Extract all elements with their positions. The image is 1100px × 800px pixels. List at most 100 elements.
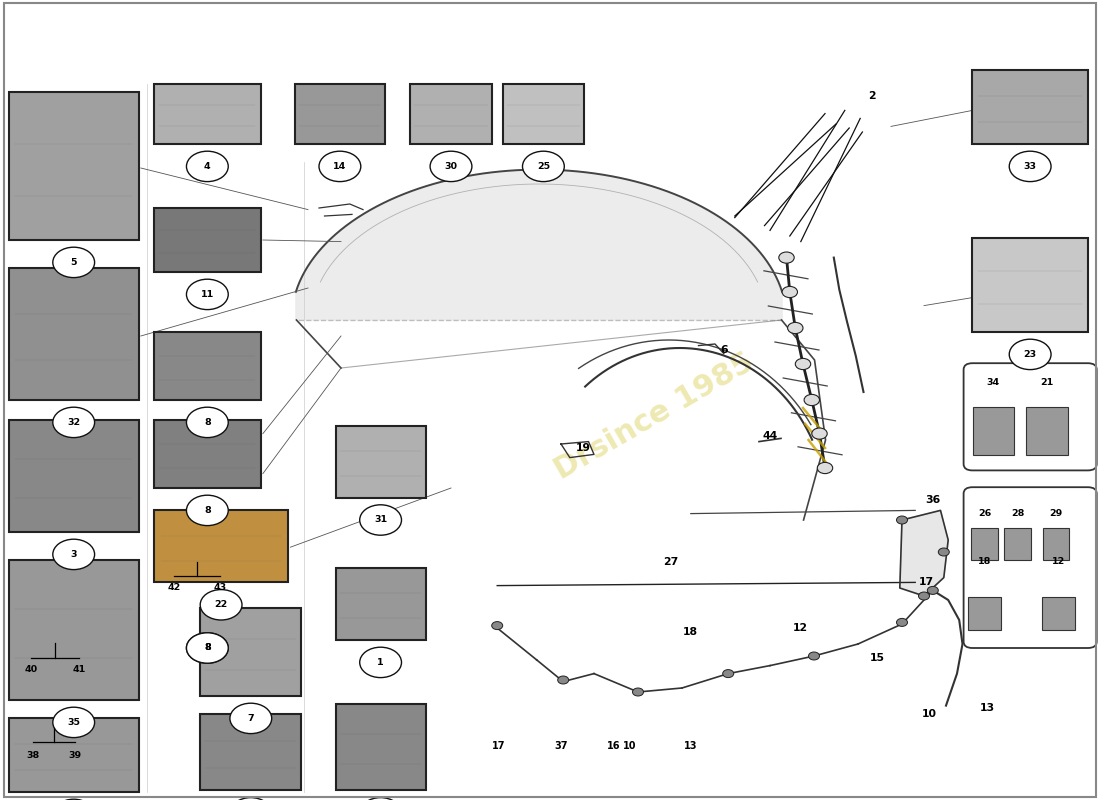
Text: 38: 38 bbox=[26, 751, 40, 761]
Circle shape bbox=[896, 516, 907, 524]
Circle shape bbox=[186, 633, 229, 663]
Text: 12: 12 bbox=[793, 623, 808, 633]
Circle shape bbox=[788, 322, 803, 334]
Text: 33: 33 bbox=[1024, 162, 1036, 171]
Circle shape bbox=[918, 592, 930, 600]
Text: 23: 23 bbox=[1024, 350, 1036, 359]
Text: 4: 4 bbox=[204, 162, 211, 171]
Circle shape bbox=[804, 394, 820, 406]
Bar bbox=[200, 714, 301, 790]
Text: 36: 36 bbox=[925, 495, 940, 505]
Text: 22: 22 bbox=[214, 600, 228, 610]
Circle shape bbox=[632, 688, 644, 696]
Text: 13: 13 bbox=[684, 741, 697, 750]
Text: 8: 8 bbox=[204, 506, 211, 515]
Polygon shape bbox=[296, 170, 782, 320]
Text: 18: 18 bbox=[683, 627, 698, 637]
Text: 41: 41 bbox=[73, 665, 86, 674]
Bar bbox=[503, 84, 584, 144]
Text: 5: 5 bbox=[70, 258, 77, 267]
Text: 14: 14 bbox=[333, 162, 346, 171]
Bar bbox=[1043, 528, 1069, 560]
Circle shape bbox=[723, 670, 734, 678]
Bar bbox=[972, 70, 1088, 144]
Circle shape bbox=[1010, 339, 1052, 370]
Text: 40: 40 bbox=[24, 665, 37, 674]
Circle shape bbox=[230, 703, 272, 734]
Text: 28: 28 bbox=[1011, 509, 1024, 518]
Circle shape bbox=[795, 358, 811, 370]
Bar bbox=[154, 84, 261, 144]
Text: 42: 42 bbox=[167, 583, 180, 593]
Bar bbox=[971, 528, 998, 560]
Text: 31: 31 bbox=[374, 515, 387, 525]
Text: 7: 7 bbox=[248, 714, 254, 723]
Text: 26: 26 bbox=[978, 509, 991, 518]
Bar bbox=[1004, 528, 1031, 560]
Text: 32: 32 bbox=[67, 418, 80, 427]
Text: 8: 8 bbox=[204, 643, 211, 653]
Text: 34: 34 bbox=[987, 378, 1000, 387]
Polygon shape bbox=[900, 510, 948, 596]
Circle shape bbox=[492, 622, 503, 630]
Bar bbox=[154, 510, 288, 582]
Circle shape bbox=[938, 548, 949, 556]
Text: 27: 27 bbox=[663, 557, 679, 566]
Text: 8: 8 bbox=[204, 418, 211, 427]
Text: 17: 17 bbox=[492, 741, 505, 750]
Bar bbox=[1042, 597, 1075, 630]
Text: 2: 2 bbox=[869, 91, 876, 101]
Text: 6: 6 bbox=[720, 346, 727, 355]
Bar bbox=[410, 84, 492, 144]
Circle shape bbox=[53, 247, 95, 278]
Text: 39: 39 bbox=[68, 751, 81, 761]
Circle shape bbox=[53, 799, 95, 800]
Bar bbox=[154, 420, 261, 488]
Circle shape bbox=[522, 151, 564, 182]
Text: 12: 12 bbox=[1052, 557, 1065, 566]
Bar bbox=[968, 597, 1001, 630]
Circle shape bbox=[186, 279, 229, 310]
Text: 15: 15 bbox=[870, 653, 886, 662]
Circle shape bbox=[186, 495, 229, 526]
Circle shape bbox=[360, 505, 401, 535]
Text: 18: 18 bbox=[978, 557, 991, 566]
Bar bbox=[1026, 407, 1068, 454]
Text: Drsince 1985: Drsince 1985 bbox=[550, 347, 759, 485]
Text: 43: 43 bbox=[213, 583, 227, 593]
Circle shape bbox=[186, 407, 229, 438]
Circle shape bbox=[779, 252, 794, 263]
Circle shape bbox=[1010, 151, 1052, 182]
Circle shape bbox=[53, 539, 95, 570]
Circle shape bbox=[200, 590, 242, 620]
Circle shape bbox=[430, 151, 472, 182]
Text: 21: 21 bbox=[1041, 378, 1054, 387]
Bar bbox=[9, 268, 139, 400]
Bar bbox=[336, 568, 426, 640]
Circle shape bbox=[782, 286, 797, 298]
Circle shape bbox=[230, 798, 272, 800]
Text: 16: 16 bbox=[607, 741, 620, 750]
Text: 10: 10 bbox=[623, 741, 636, 750]
Text: 17: 17 bbox=[918, 578, 934, 587]
Bar bbox=[295, 84, 385, 144]
Circle shape bbox=[186, 151, 229, 182]
Text: 19: 19 bbox=[575, 443, 591, 453]
Text: 8: 8 bbox=[204, 643, 211, 653]
Bar bbox=[336, 704, 426, 790]
Bar bbox=[9, 560, 139, 700]
Circle shape bbox=[812, 428, 827, 439]
Bar bbox=[9, 718, 139, 792]
Text: 10: 10 bbox=[922, 709, 937, 718]
Circle shape bbox=[817, 462, 833, 474]
Circle shape bbox=[360, 798, 401, 800]
Text: 11: 11 bbox=[200, 290, 214, 299]
Bar bbox=[9, 92, 139, 240]
Circle shape bbox=[53, 407, 95, 438]
Bar bbox=[972, 238, 1088, 332]
Bar bbox=[154, 208, 261, 272]
Circle shape bbox=[927, 586, 938, 594]
FancyBboxPatch shape bbox=[964, 487, 1097, 648]
Circle shape bbox=[896, 618, 907, 626]
Circle shape bbox=[808, 652, 820, 660]
